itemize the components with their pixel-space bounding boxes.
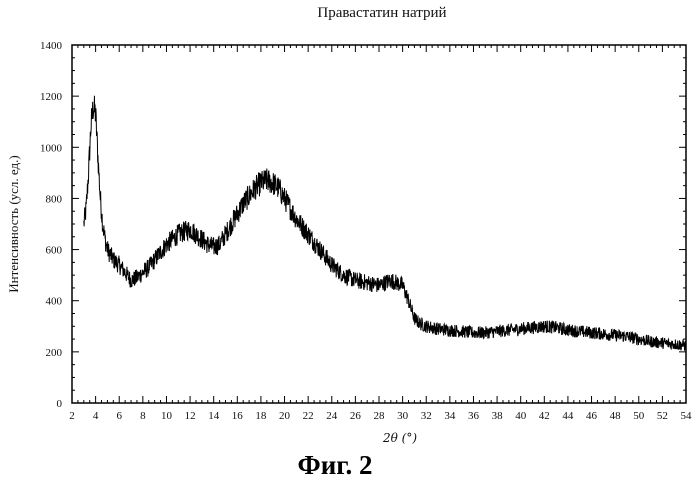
x-tick-label: 34 — [444, 410, 456, 422]
x-tick-label: 48 — [610, 410, 622, 422]
y-tick-label: 200 — [46, 347, 63, 359]
y-tick-label: 600 — [46, 245, 63, 257]
y-tick-label: 1400 — [40, 40, 63, 52]
x-tick-label: 10 — [161, 410, 173, 422]
x-tick-label: 24 — [326, 410, 338, 422]
chart-title: Правастатин натрий — [317, 5, 446, 21]
x-tick-label: 26 — [350, 410, 362, 422]
x-tick-label: 2 — [69, 410, 75, 422]
x-tick-label: 28 — [374, 410, 386, 422]
x-tick-label: 42 — [539, 410, 550, 422]
x-tick-labels: 2468101214161820222426283032343638404244… — [69, 410, 692, 422]
y-axis-label: Интенсивность (усл. ед.) — [6, 155, 21, 292]
y-tick-labels: 0 200 400 600 800 1000 1200 1400 — [40, 40, 63, 410]
axis-ticks — [72, 45, 686, 403]
x-tick-label: 8 — [140, 410, 146, 422]
x-tick-label: 40 — [515, 410, 527, 422]
y-tick-label: 800 — [46, 193, 63, 205]
x-tick-label: 52 — [657, 410, 668, 422]
x-tick-label: 16 — [232, 410, 244, 422]
x-tick-label: 44 — [562, 410, 574, 422]
y-tick-label: 1000 — [40, 142, 63, 154]
x-tick-label: 12 — [185, 410, 196, 422]
x-tick-label: 32 — [421, 410, 432, 422]
x-tick-label: 30 — [397, 410, 409, 422]
y-tick-label: 400 — [46, 296, 63, 308]
x-tick-label: 46 — [586, 410, 598, 422]
y-tick-label: 1200 — [40, 91, 63, 103]
x-tick-label: 38 — [492, 410, 504, 422]
x-tick-label: 4 — [93, 410, 99, 422]
x-tick-label: 14 — [208, 410, 220, 422]
figure-caption: Фиг. 2 — [298, 450, 373, 480]
plot-frame — [72, 45, 686, 403]
x-tick-label: 36 — [468, 410, 480, 422]
x-tick-label: 6 — [116, 410, 122, 422]
x-tick-label: 22 — [303, 410, 314, 422]
diffraction-series-line — [84, 96, 686, 351]
x-axis-label: 2θ (°) — [382, 431, 417, 445]
y-tick-label: 0 — [57, 398, 63, 410]
x-tick-label: 20 — [279, 410, 291, 422]
x-tick-label: 54 — [681, 410, 693, 422]
x-tick-label: 18 — [255, 410, 267, 422]
x-tick-label: 50 — [633, 410, 645, 422]
